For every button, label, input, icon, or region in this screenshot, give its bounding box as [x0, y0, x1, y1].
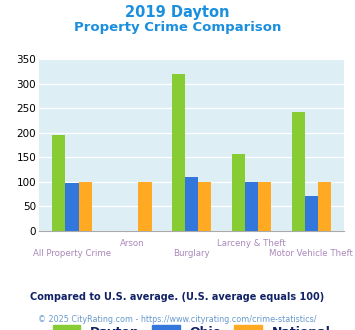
Text: Property Crime Comparison: Property Crime Comparison	[74, 21, 281, 34]
Bar	[78, 182, 92, 231]
Text: Motor Vehicle Theft: Motor Vehicle Theft	[269, 249, 353, 258]
Text: Arson: Arson	[120, 239, 144, 248]
Text: Compared to U.S. average. (U.S. average equals 100): Compared to U.S. average. (U.S. average …	[31, 292, 324, 302]
Bar	[232, 154, 245, 231]
Bar	[65, 183, 78, 231]
Text: Burglary: Burglary	[173, 249, 210, 258]
Bar	[185, 177, 198, 231]
Bar	[172, 74, 185, 231]
Text: 2019 Dayton: 2019 Dayton	[125, 5, 230, 20]
Legend: Dayton, Ohio, National: Dayton, Ohio, National	[48, 320, 336, 330]
Bar	[305, 196, 318, 231]
Bar	[292, 112, 305, 231]
Bar	[245, 182, 258, 231]
Bar	[258, 182, 271, 231]
Text: All Property Crime: All Property Crime	[33, 249, 111, 258]
Text: © 2025 CityRating.com - https://www.cityrating.com/crime-statistics/: © 2025 CityRating.com - https://www.city…	[38, 315, 317, 324]
Bar	[138, 182, 152, 231]
Bar	[318, 182, 331, 231]
Text: Larceny & Theft: Larceny & Theft	[217, 239, 286, 248]
Bar	[198, 182, 212, 231]
Bar	[52, 135, 65, 231]
